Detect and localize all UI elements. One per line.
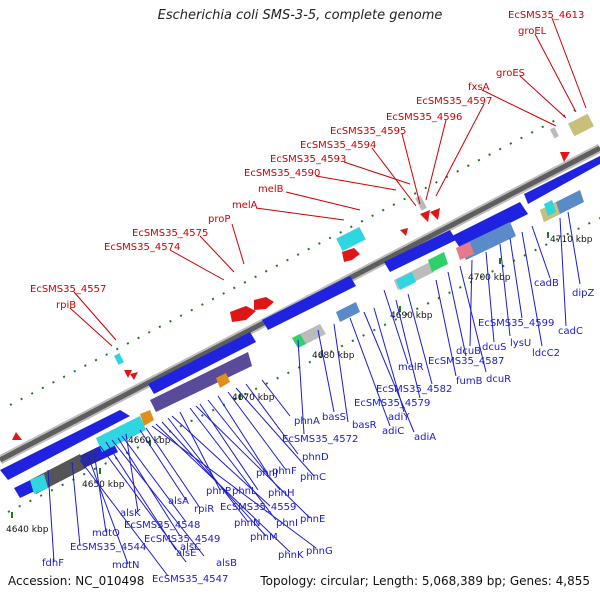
gene-arrow-red xyxy=(124,370,132,378)
label-lysU: lysU xyxy=(510,338,531,349)
scale-label-4650: 4650 kbp xyxy=(82,480,125,490)
gene-arrow-red xyxy=(560,152,570,162)
label-dcuS: dcuS xyxy=(482,342,507,353)
gene-arrow-red xyxy=(230,306,256,322)
label-alsB: alsB xyxy=(216,558,237,569)
gene-block-khaki xyxy=(568,113,594,137)
label-fxsA: fxsA xyxy=(468,82,490,93)
label-fumB: fumB xyxy=(456,376,483,387)
gene-arrow-red xyxy=(130,372,138,380)
label-EcSMS35_4587: EcSMS35_4587 xyxy=(428,356,504,367)
label-EcSMS35_4547: EcSMS35_4547 xyxy=(152,574,228,585)
label-EcSMS35_4595: EcSMS35_4595 xyxy=(330,126,406,137)
scale-label-4640: 4640 kbp xyxy=(6,525,49,535)
label-adiY: adiY xyxy=(388,412,410,423)
label-EcSMS35_4575: EcSMS35_4575 xyxy=(132,228,208,239)
lower-track-genes xyxy=(0,156,600,498)
label-phnH: phnH xyxy=(268,488,295,499)
label-EcSMS35_4574: EcSMS35_4574 xyxy=(104,242,180,253)
scale-label-4700: 4700 kbp xyxy=(468,273,511,283)
label-EcSMS35_4544: EcSMS35_4544 xyxy=(70,542,146,553)
gene-block-gray xyxy=(415,195,427,211)
label-EcSMS35_4599: EcSMS35_4599 xyxy=(478,318,554,329)
gene-block-gray xyxy=(549,127,559,139)
label-alsC: alsC xyxy=(180,542,201,553)
scale-label-4660: 4660 kbp xyxy=(128,436,171,446)
gene-arrow-red xyxy=(12,432,22,440)
label-EcSMS35_4594: EcSMS35_4594 xyxy=(300,140,376,151)
label-phnG: phnG xyxy=(306,546,333,557)
label-dcuR: dcuR xyxy=(486,374,511,385)
scale-tick-labels: 4640 kbp 4650 kbp 4660 kbp 4670 kbp 4680… xyxy=(6,235,593,535)
label-cadC: cadC xyxy=(558,326,583,337)
scale-label-4680: 4680 kbp xyxy=(312,351,355,361)
label-alsK: alsK xyxy=(120,508,141,519)
label-phnC: phnC xyxy=(300,472,326,483)
label-groES: groES xyxy=(496,68,525,79)
label-EcSMS35_4549: EcSMS35_4549 xyxy=(144,534,220,545)
label-groEL: groEL xyxy=(518,26,547,37)
label-melR: melR xyxy=(398,362,424,373)
scale-label-4710: 4710 kbp xyxy=(550,235,593,245)
label-fdhF: fdhF xyxy=(42,558,64,569)
label-phnF: phnF xyxy=(272,466,297,477)
upper-track-genes xyxy=(12,113,594,440)
scale-label-4670: 4670 kbp xyxy=(232,393,275,403)
gene-arrow-red xyxy=(342,248,360,262)
label-basR: basR xyxy=(352,420,377,431)
label-adiA: adiA xyxy=(414,432,436,443)
top-labels: EcSMS35_4613 groEL groES fxsA EcSMS35_45… xyxy=(30,10,587,347)
gene-arrow-red xyxy=(254,297,274,310)
label-phnE: phnE xyxy=(300,514,325,525)
label-basS: basS xyxy=(322,412,346,423)
label-phnK: phnK xyxy=(278,550,304,561)
label-phnD: phnD xyxy=(302,452,329,463)
accession-text: Accession: NC_010498 xyxy=(8,574,145,588)
label-phnL: phnL xyxy=(232,486,257,497)
label-phnI: phnI xyxy=(276,518,298,529)
label-alsE: alsE xyxy=(176,548,196,559)
label-EcSMS35_4559: EcSMS35_4559 xyxy=(220,502,296,513)
label-dipZ: dipZ xyxy=(572,288,594,299)
label-EcSMS35_4597: EcSMS35_4597 xyxy=(416,96,492,107)
figure-title: Escherichia coli SMS-3-5, complete genom… xyxy=(157,8,443,23)
label-mdtN: mdtN xyxy=(112,560,140,571)
label-phnM: phnM xyxy=(250,532,278,543)
label-EcSMS35_4572: EcSMS35_4572 xyxy=(282,434,358,445)
label-EcSMS35_4548: EcSMS35_4548 xyxy=(124,520,200,531)
gene-arrow-red xyxy=(400,228,408,236)
label-melA: melA xyxy=(232,200,258,211)
gene-arrow-red xyxy=(420,210,430,222)
gene-block-cyan xyxy=(336,226,366,252)
scale-tick-marks xyxy=(11,232,549,518)
scale-label-4690: 4690 kbp xyxy=(390,311,433,321)
label-rpiB: rpiB xyxy=(56,300,76,311)
genome-summary-text: Topology: circular; Length: 5,068,389 bp… xyxy=(260,574,590,588)
label-EcSMS35_4579: EcSMS35_4579 xyxy=(354,398,430,409)
gene-block-cyan xyxy=(114,353,124,365)
gene-arrow-red xyxy=(430,208,440,220)
label-phnN: phnN xyxy=(234,518,261,529)
label-mdtO: mdtO xyxy=(92,528,120,539)
label-phnJ: phnJ xyxy=(256,468,278,479)
label-alsA: alsA xyxy=(168,496,189,507)
label-EcSMS35_4590: EcSMS35_4590 xyxy=(244,168,320,179)
label-proP: proP xyxy=(208,214,230,225)
label-EcSMS35_4596: EcSMS35_4596 xyxy=(386,112,462,123)
bottom-labels: dipZ cadC cadB ldcC2 EcSMS35_4599 lysU d… xyxy=(42,211,594,585)
label-EcSMS35_4557: EcSMS35_4557 xyxy=(30,284,106,295)
label-adiC: adiC xyxy=(382,426,404,437)
label-dcuB: dcuB xyxy=(456,346,481,357)
label-phnP: phnP xyxy=(206,486,231,497)
label-cadB: cadB xyxy=(534,278,559,289)
label-melB: melB xyxy=(258,184,284,195)
label-EcSMS35_4582: EcSMS35_4582 xyxy=(376,384,452,395)
label-EcSMS35_4613: EcSMS35_4613 xyxy=(508,10,584,21)
label-EcSMS35_4593: EcSMS35_4593 xyxy=(270,154,346,165)
label-rpiR: rpiR xyxy=(194,504,214,515)
label-phnA: phnA xyxy=(294,416,320,427)
label-ldcC2: ldcC2 xyxy=(532,348,560,359)
